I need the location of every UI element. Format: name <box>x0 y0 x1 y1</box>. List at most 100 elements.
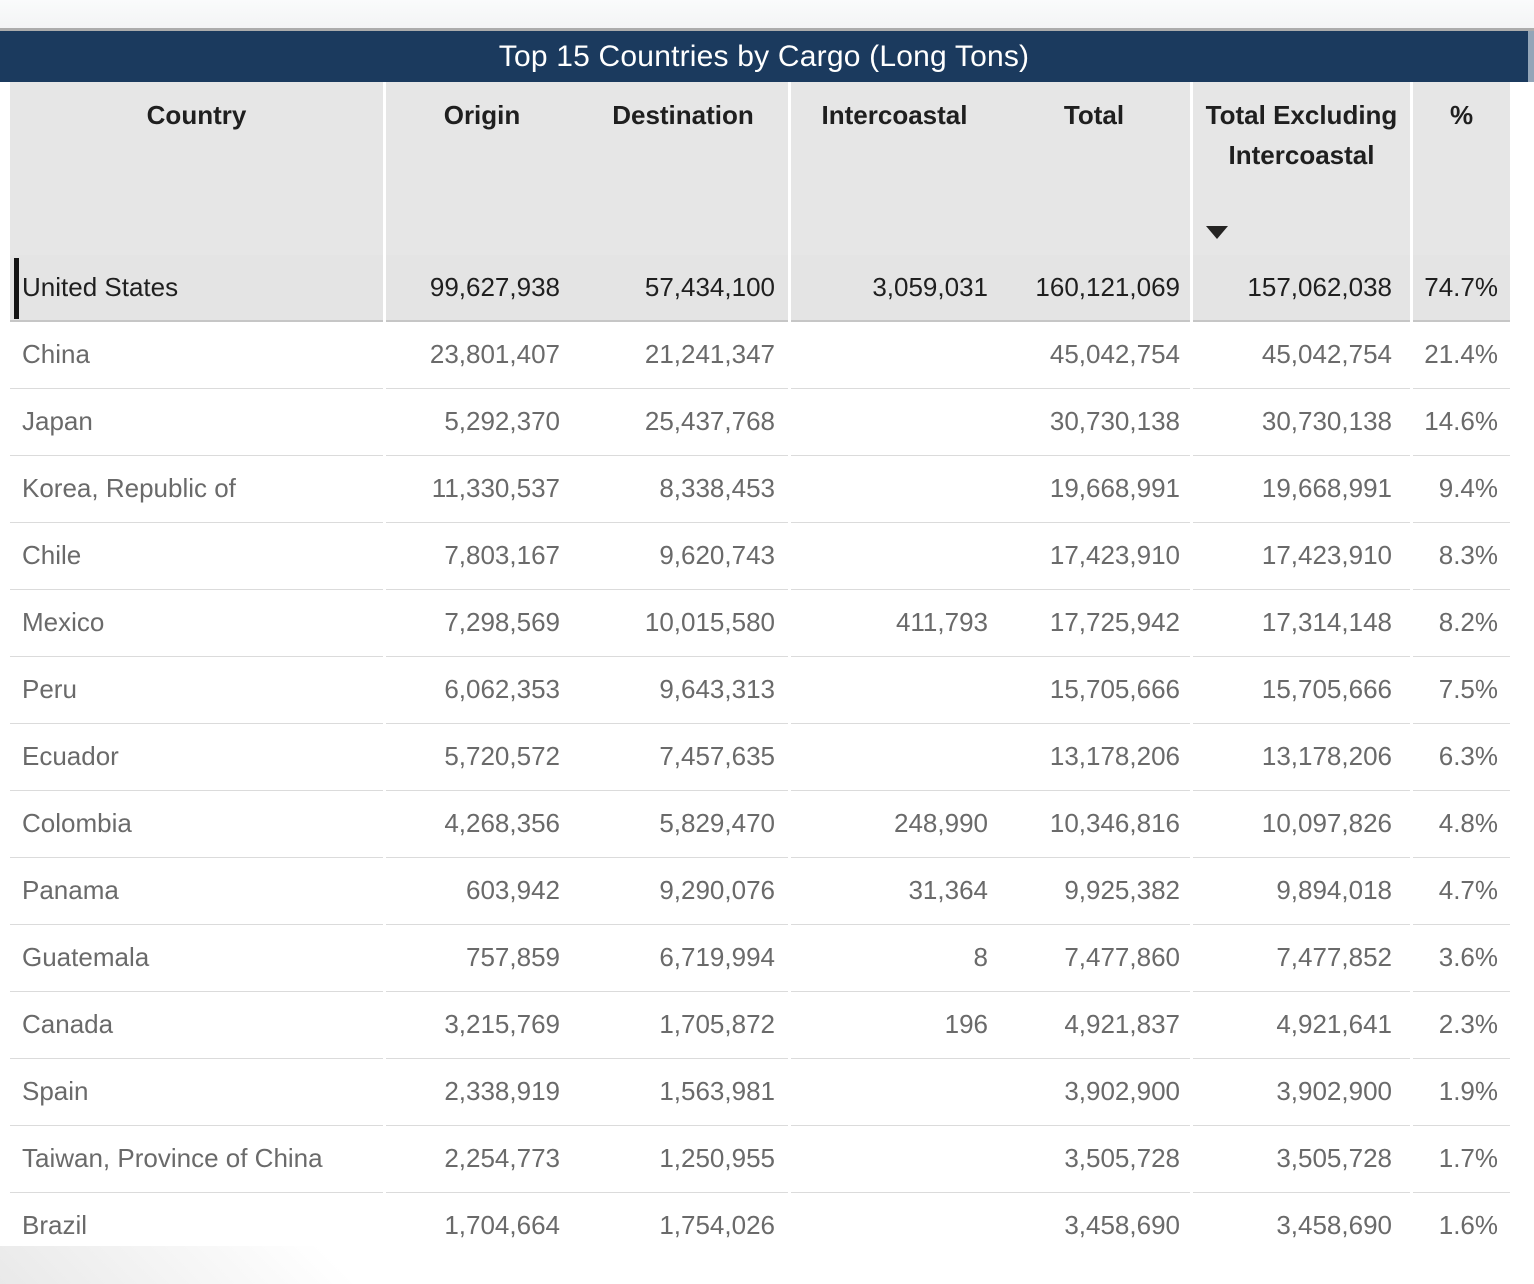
column-header-destination[interactable]: Destination <box>578 82 788 255</box>
column-header-label: Destination <box>612 100 754 130</box>
cell-percent: 1.9% <box>1413 1059 1510 1126</box>
cell-total_excluding_intercoastal: 9,894,018 <box>1193 858 1410 925</box>
cell-percent: 8.3% <box>1413 523 1510 590</box>
cell-total_excluding_intercoastal: 45,042,754 <box>1193 322 1410 389</box>
table-row[interactable]: Peru 6,062,353 9,643,313 15,705,666 15,705,6… <box>10 657 1510 724</box>
cell-intercoastal: 3,059,031 <box>791 255 998 322</box>
table-row[interactable]: Spain 2,338,919 1,563,981 3,902,900 3,902,90… <box>10 1059 1510 1126</box>
cell-total_excluding_intercoastal: 17,423,910 <box>1193 523 1410 590</box>
column-header-total[interactable]: Total <box>998 82 1190 255</box>
table-row[interactable]: Colombia 4,268,356 5,829,470 248,990 10,346,… <box>10 791 1510 858</box>
cell-country: Spain <box>10 1059 383 1126</box>
cell-country: Ecuador <box>10 724 383 791</box>
cell-total_excluding_intercoastal: 17,314,148 <box>1193 590 1410 657</box>
cell-total_excluding_intercoastal: 7,477,852 <box>1193 925 1410 992</box>
cell-percent: 8.2% <box>1413 590 1510 657</box>
cell-destination: 9,620,743 <box>578 523 788 590</box>
column-header-label: % <box>1449 100 1474 130</box>
cell-total_excluding_intercoastal: 3,505,728 <box>1193 1126 1410 1193</box>
cell-percent: 9.4% <box>1413 456 1510 523</box>
cell-percent: 1.6% <box>1438 1210 1498 1240</box>
cell-percent: 6.3% <box>1413 724 1510 791</box>
cell-intercoastal <box>791 523 998 590</box>
cell-origin: 99,627,938 <box>386 255 578 322</box>
column-header-country[interactable]: Country <box>10 82 383 255</box>
table-row[interactable]: Korea, Republic of 11,330,537 8,338,453 19,… <box>10 456 1510 523</box>
cell-destination: 6,719,994 <box>578 925 788 992</box>
cell-origin: 2,254,773 <box>386 1126 578 1193</box>
column-header-percent[interactable]: % <box>1413 82 1510 255</box>
cell-total_excluding_intercoastal: 13,178,206 <box>1193 724 1410 791</box>
cargo-table: Country Origin Destination Intercoastal … <box>10 82 1510 1260</box>
table-row[interactable]: Taiwan, Province of China 2,254,773 1,250,… <box>10 1126 1510 1193</box>
cell-destination: 1,563,981 <box>578 1059 788 1126</box>
cell-destination: 1,705,872 <box>578 992 788 1059</box>
cell-total_excluding_intercoastal: 3,458,690 <box>1276 1210 1392 1240</box>
cell-percent: 7.5% <box>1413 657 1510 724</box>
cell-destination: 1,754,026 <box>659 1210 775 1240</box>
cell-destination: 5,829,470 <box>578 791 788 858</box>
cell-intercoastal: 411,793 <box>791 590 998 657</box>
column-header-intercoastal[interactable]: Intercoastal <box>791 82 998 255</box>
cell-intercoastal <box>791 322 998 389</box>
cell-total_excluding_intercoastal: 157,062,038 <box>1193 255 1410 322</box>
cell-country: Korea, Republic of <box>10 456 383 523</box>
row-selection-indicator <box>14 258 19 319</box>
table-row[interactable]: Chile 7,803,167 9,620,743 17,423,910 17,423,… <box>10 523 1510 590</box>
column-header-label: Total Excluding Intercoastal <box>1205 100 1398 170</box>
table-row[interactable]: Guatemala 757,859 6,719,994 8 7,477,860 7,477… <box>10 925 1510 992</box>
cell-percent: 21.4% <box>1413 322 1510 389</box>
cell-destination: 10,015,580 <box>578 590 788 657</box>
table-row[interactable]: United States 99,627,938 57,434,100 3,059,0… <box>10 255 1510 322</box>
table-row[interactable]: Canada 3,215,769 1,705,872 196 4,921,837 4,92… <box>10 992 1510 1059</box>
cell-total: 17,725,942 <box>998 590 1190 657</box>
cell-intercoastal <box>791 456 998 523</box>
cell-total: 17,423,910 <box>998 523 1190 590</box>
cell-country: Brazil <box>22 1210 88 1240</box>
cell-percent: 2.3% <box>1413 992 1510 1059</box>
cell-destination: 9,290,076 <box>578 858 788 925</box>
table-row[interactable]: Japan 5,292,370 25,437,768 30,730,138 30,730… <box>10 389 1510 456</box>
cell-origin: 2,338,919 <box>386 1059 578 1126</box>
cell-country: Panama <box>10 858 383 925</box>
cell-origin: 5,720,572 <box>386 724 578 791</box>
column-header-label: Country <box>146 100 247 130</box>
cell-destination: 57,434,100 <box>578 255 788 322</box>
column-header-total-excluding-intercoastal[interactable]: Total Excluding Intercoastal <box>1193 82 1410 255</box>
cell-destination: 9,643,313 <box>578 657 788 724</box>
cell-total: 9,925,382 <box>998 858 1190 925</box>
cell-origin: 7,803,167 <box>386 523 578 590</box>
table-row[interactable]: Brazil 1,704,664 1,754,026 3,458,690 3,458,6… <box>10 1193 1510 1260</box>
cell-total_excluding_intercoastal: 3,902,900 <box>1193 1059 1410 1126</box>
cell-percent: 74.7% <box>1413 255 1510 322</box>
table-row[interactable]: Mexico 7,298,569 10,015,580 411,793 17,725,9… <box>10 590 1510 657</box>
cell-total: 3,902,900 <box>998 1059 1190 1126</box>
cell-origin: 7,298,569 <box>386 590 578 657</box>
table-header-row: Country Origin Destination Intercoastal … <box>10 82 1510 255</box>
table-row[interactable]: Panama 603,942 9,290,076 31,364 9,925,382 9,8… <box>10 858 1510 925</box>
page-top-strip <box>0 0 1534 31</box>
column-header-origin[interactable]: Origin <box>386 82 578 255</box>
table-row[interactable]: Ecuador 5,720,572 7,457,635 13,178,206 13,17… <box>10 724 1510 791</box>
cell-country: Canada <box>10 992 383 1059</box>
column-header-label: Origin <box>443 100 521 130</box>
cell-origin: 757,859 <box>386 925 578 992</box>
column-header-label: Total <box>1063 100 1125 130</box>
cell-country: United States <box>10 255 383 322</box>
column-header-label: Intercoastal <box>821 100 968 130</box>
cell-percent: 4.7% <box>1413 858 1510 925</box>
cell-total_excluding_intercoastal: 15,705,666 <box>1193 657 1410 724</box>
cell-percent: 14.6% <box>1413 389 1510 456</box>
cell-origin: 6,062,353 <box>386 657 578 724</box>
cell-intercoastal <box>791 389 998 456</box>
cell-country: China <box>10 322 383 389</box>
cell-total: 3,458,690 <box>1064 1210 1180 1240</box>
cell-percent: 1.7% <box>1413 1126 1510 1193</box>
table-row[interactable]: China 23,801,407 21,241,347 45,042,754 45,04… <box>10 322 1510 389</box>
cell-intercoastal <box>791 1126 998 1193</box>
cell-total: 160,121,069 <box>998 255 1190 322</box>
cell-origin: 4,268,356 <box>386 791 578 858</box>
cell-intercoastal: 31,364 <box>791 858 998 925</box>
cell-intercoastal: 8 <box>791 925 998 992</box>
sort-descending-icon[interactable] <box>1206 226 1228 239</box>
